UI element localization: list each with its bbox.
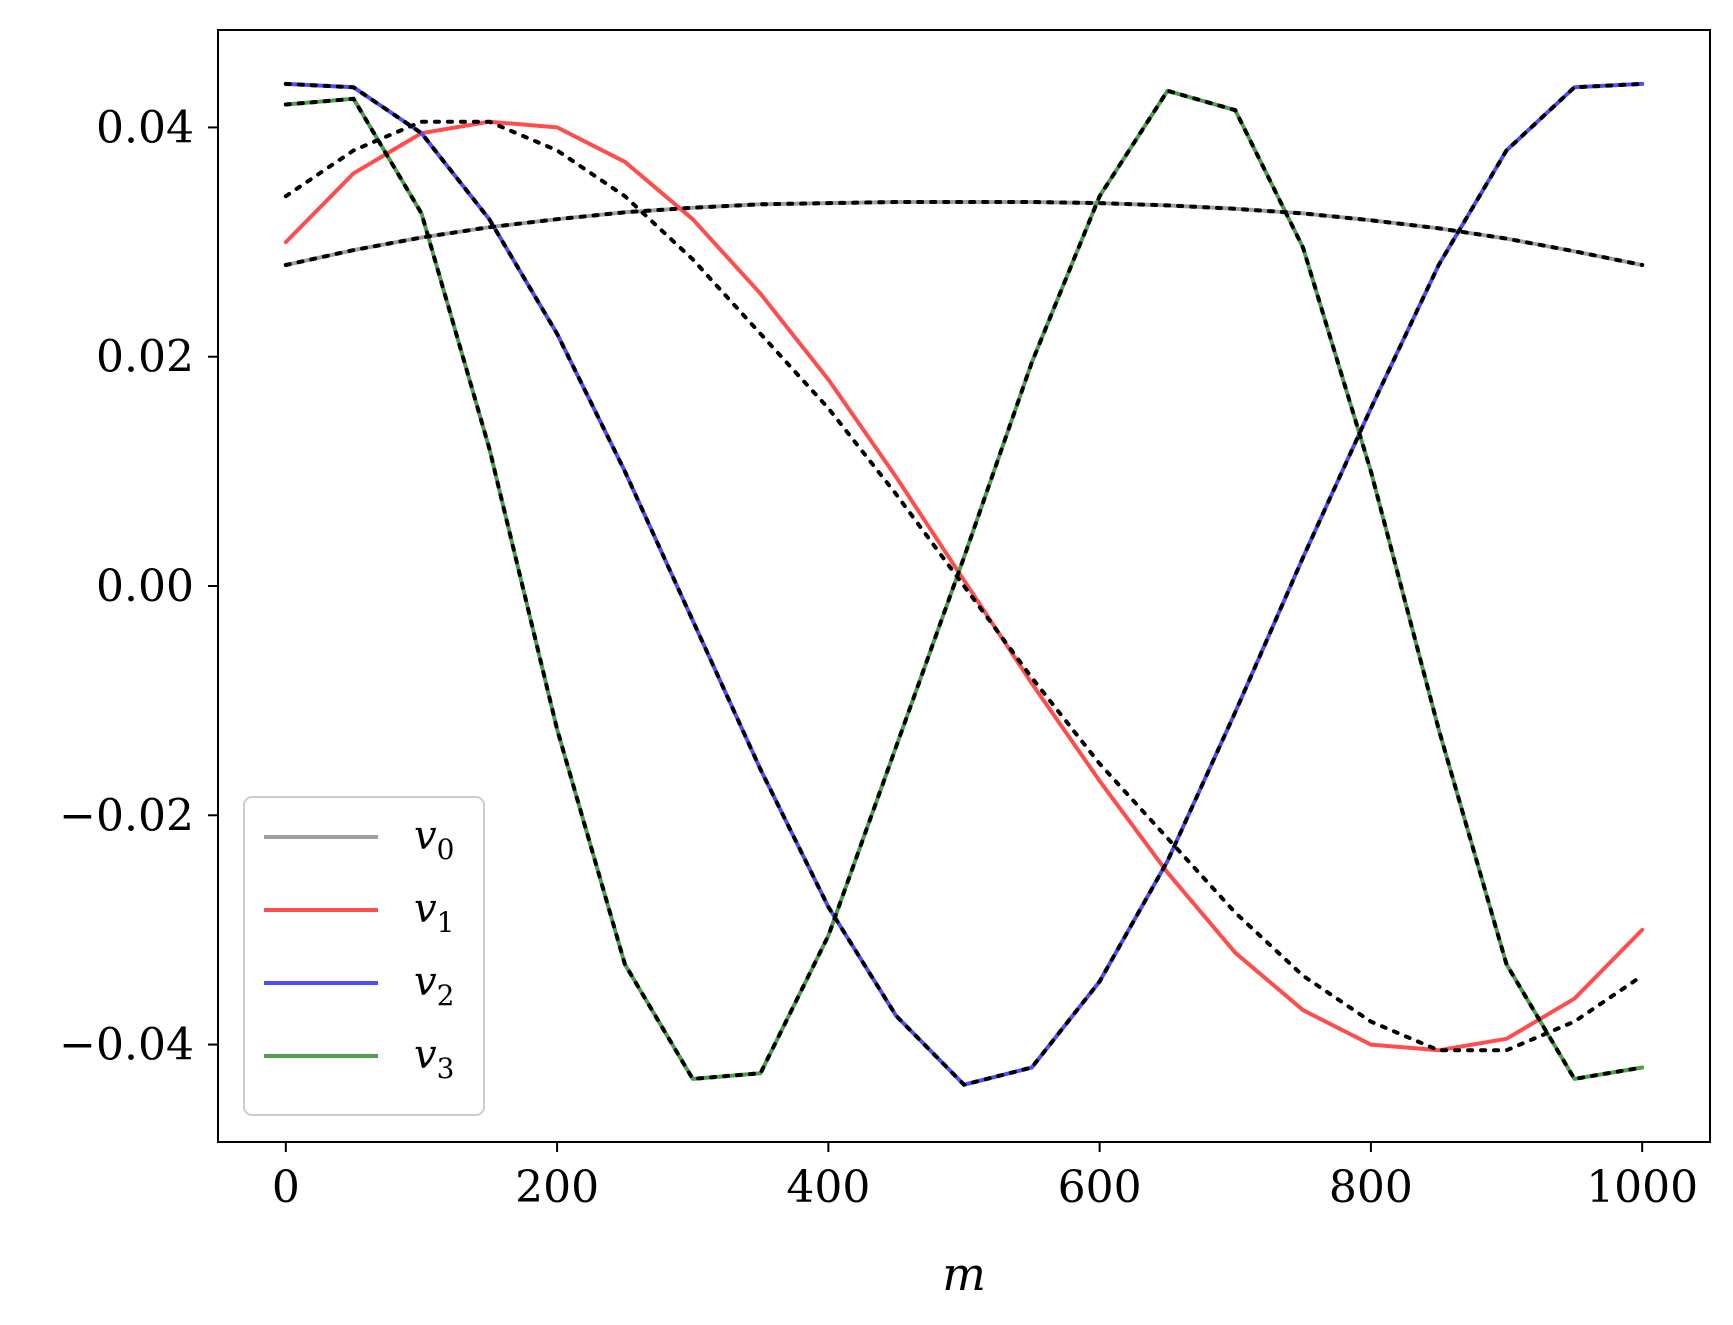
x-tick-label: 800: [1329, 1162, 1413, 1213]
legend-label-v0: v0: [414, 813, 454, 866]
reference-dotted-line-0: [283, 200, 1645, 267]
curves-layer: [283, 81, 1645, 1087]
y-tick-label: −0.04: [59, 1020, 194, 1071]
x-tick-label: 200: [515, 1162, 599, 1213]
reference-dotted-line-2: [283, 81, 1645, 1087]
series-line-v3: [283, 88, 1645, 1081]
x-tick-label: 400: [786, 1162, 870, 1213]
y-tick-label: 0.04: [96, 102, 194, 153]
x-tick-label: 0: [272, 1162, 300, 1213]
y-axis: 0.04 0.02 0.00 −0.02 −0.04: [59, 102, 218, 1071]
x-axis: 0 200 400 600 800 1000: [272, 1142, 1698, 1213]
reference-dotted-line-1: [283, 119, 1645, 1053]
legend-box: [243, 796, 485, 1116]
x-axis-label: m: [942, 1247, 986, 1301]
y-tick-label: 0.00: [96, 561, 194, 612]
series-line-v1: [283, 119, 1645, 1053]
y-tick-label: −0.02: [59, 790, 194, 841]
x-tick-label: 1000: [1586, 1162, 1698, 1213]
y-tick-label: 0.02: [96, 332, 194, 383]
x-tick-label: 600: [1058, 1162, 1142, 1213]
